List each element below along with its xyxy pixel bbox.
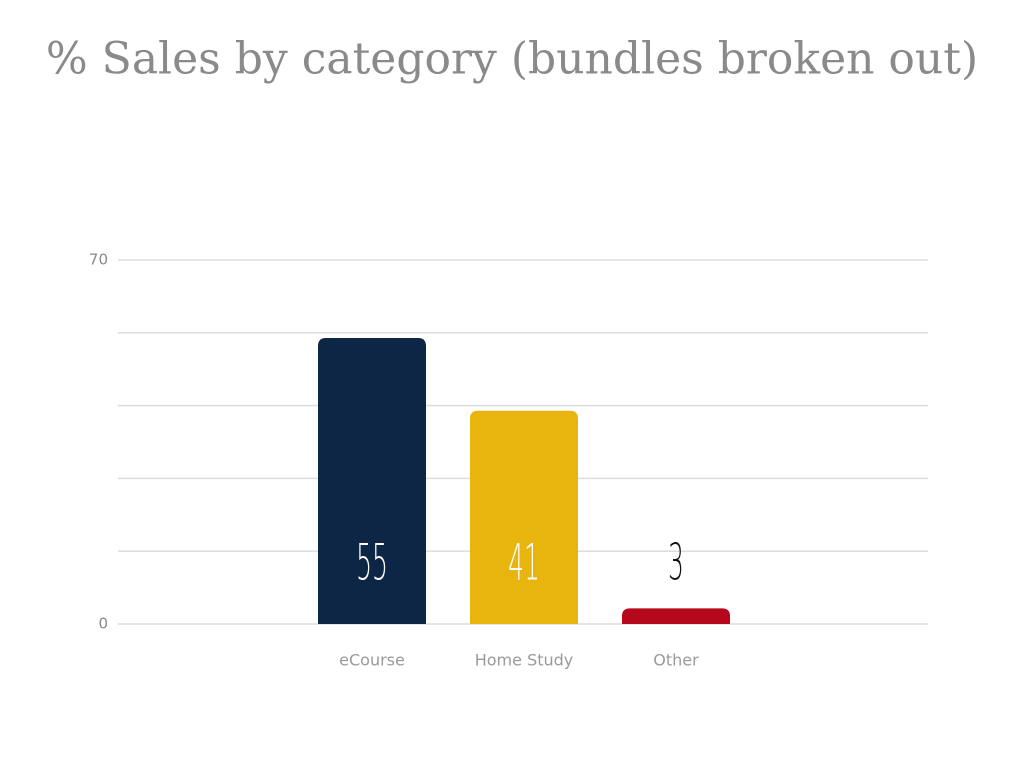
y-tick-label: 70 [89, 251, 108, 269]
bar [622, 608, 730, 624]
value-label: 3 [668, 534, 684, 592]
bar [318, 338, 426, 624]
bar [470, 410, 578, 624]
value-label: 41 [508, 534, 540, 592]
value-label: 55 [356, 534, 388, 592]
chart-title: % Sales by category (bundles broken out) [46, 34, 978, 85]
x-tick-label: Other [653, 651, 699, 670]
x-tick-label: eCourse [339, 651, 405, 670]
y-tick-label: 0 [98, 615, 108, 633]
x-tick-label: Home Study [475, 651, 574, 670]
